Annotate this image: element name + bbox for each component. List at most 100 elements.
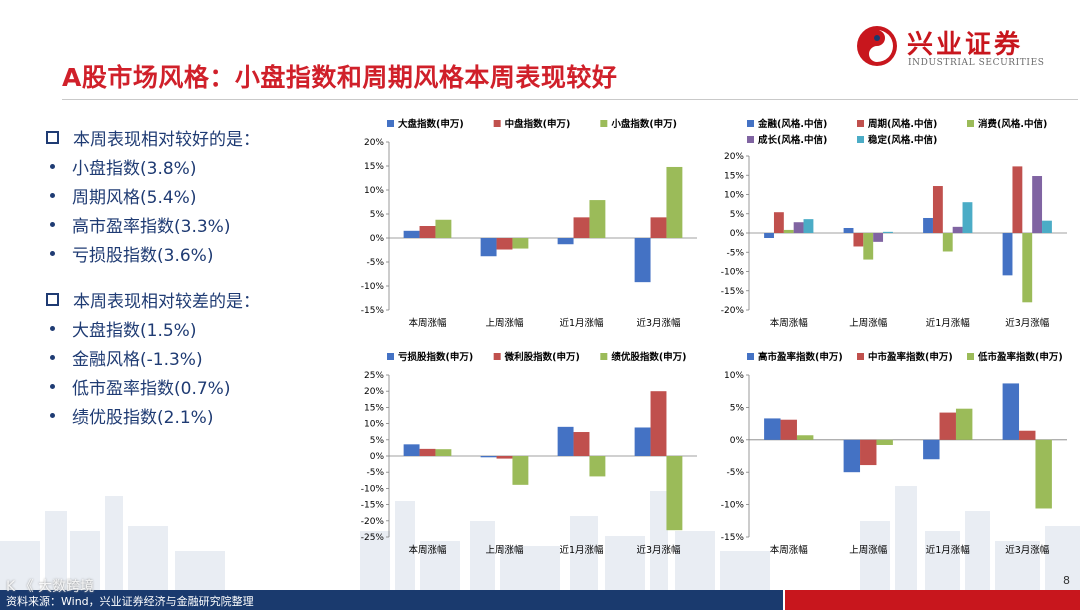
- bar: [496, 456, 513, 459]
- bar: [876, 439, 893, 445]
- y-tick-label: 5%: [730, 403, 745, 413]
- x-tick-label: 上周涨幅: [849, 544, 888, 556]
- y-tick-label: 10%: [724, 191, 744, 201]
- bar: [634, 238, 651, 283]
- chart-svg: 大盘指数(申万) 中盘指数(申万) 小盘指数(申万) -15% -10% -5% 0% 5% 1…: [361, 118, 697, 329]
- y-tick-label: -10%: [721, 501, 745, 511]
- bar: [435, 449, 452, 456]
- y-tick-label: 0%: [730, 229, 745, 239]
- bar: [883, 231, 893, 233]
- list-item-label: 亏损股指数(3.6%): [72, 246, 214, 266]
- y-tick-label: 25%: [364, 371, 384, 381]
- bar: [932, 186, 943, 233]
- bar: [666, 166, 683, 238]
- bullet-dot-icon: [50, 355, 55, 360]
- bullet-dot-icon: [50, 222, 55, 227]
- legend-swatch: [600, 120, 608, 127]
- y-tick-label: 20%: [364, 387, 384, 397]
- title-divider: [62, 99, 1078, 100]
- bar: [512, 238, 529, 249]
- bar: [952, 226, 963, 233]
- bullet-dot-icon: [50, 251, 55, 256]
- x-tick-label: 近3月涨幅: [636, 544, 681, 556]
- logo-text: 兴业证券: [907, 30, 1024, 60]
- bar: [403, 444, 420, 456]
- bullet-dot-icon: [50, 413, 55, 418]
- bar: [557, 238, 574, 245]
- worse-heading-label: 本周表现相对较差的是：: [73, 291, 260, 312]
- y-tick-label: -5%: [366, 258, 384, 268]
- x-tick-label: 近1月涨幅: [559, 317, 604, 329]
- y-tick-label: -10%: [361, 282, 385, 292]
- list-item: 低市盈率指数(0.7%): [40, 372, 360, 401]
- legend-swatch: [967, 353, 974, 360]
- legend-label: 小盘指数(申万): [610, 118, 677, 130]
- y-tick-label: -10%: [721, 268, 745, 278]
- chart-svg: 金融(风格.中信) 周期(风格.中信) 消费(风格.中信) 成长(风格.中信) 稳定(风…: [721, 118, 1067, 329]
- y-tick-label: -5%: [726, 468, 744, 478]
- list-item: 高市盈率指数(3.3%): [40, 210, 360, 239]
- bar: [780, 419, 797, 440]
- page-title: A股市场风格：小盘指数和周期风格本周表现较好: [62, 63, 618, 92]
- legend-label: 低市盈率指数(申万): [977, 351, 1063, 363]
- company-logo: 兴业证券 INDUSTRIAL SECURITIES: [855, 20, 1070, 72]
- bullet-dot-icon: [50, 164, 55, 169]
- legend-label: 周期(风格.中信): [868, 118, 937, 130]
- y-tick-label: 15%: [364, 162, 384, 172]
- y-tick-label: -15%: [721, 533, 745, 543]
- chart-profit-indices: 亏损股指数(申万) 微利股指数(申万) 绩优股指数(申万) -25% -20% -15% -…: [345, 345, 705, 565]
- footer-blue-band: [0, 590, 783, 610]
- list-item-label: 高市盈率指数(3.3%): [72, 217, 231, 237]
- legend-label: 绩优股指数(申万): [611, 351, 686, 363]
- legend-swatch: [857, 120, 864, 127]
- legend-label: 大盘指数(申万): [398, 118, 464, 130]
- chart-svg: 高市盈率指数(申万) 中市盈率指数(申万) 低市盈率指数(申万) -15% -10% -5…: [721, 351, 1067, 556]
- y-tick-label: 15%: [364, 403, 384, 413]
- legend-swatch: [493, 353, 501, 360]
- bar: [419, 448, 436, 456]
- watermark: K 《 大数跨境: [6, 579, 95, 595]
- x-tick-label: 近1月涨幅: [559, 544, 604, 556]
- legend-label: 中盘指数(申万): [505, 118, 571, 130]
- legend-label: 金融(风格.中信): [757, 118, 827, 130]
- bar: [1019, 430, 1036, 440]
- bar: [843, 439, 861, 473]
- x-tick-label: 近3月涨幅: [1005, 544, 1050, 556]
- bar: [764, 233, 774, 239]
- bar: [873, 233, 884, 242]
- bar: [863, 233, 874, 260]
- bar: [1012, 166, 1023, 233]
- list-item-label: 绩优股指数(2.1%): [72, 408, 214, 428]
- bar: [764, 418, 781, 440]
- skyline-background: [0, 486, 1080, 591]
- x-tick-label: 本周涨幅: [408, 544, 447, 556]
- bar: [589, 456, 606, 477]
- bar: [1035, 439, 1052, 509]
- y-tick-label: -5%: [366, 468, 384, 478]
- y-tick-label: -15%: [361, 501, 385, 511]
- chart-svg: 亏损股指数(申万) 微利股指数(申万) 绩优股指数(申万) -25% -20% -15% -…: [361, 351, 697, 556]
- y-tick-label: -5%: [726, 248, 744, 258]
- bar: [860, 439, 877, 466]
- legend-swatch: [387, 120, 394, 127]
- x-tick-label: 上周涨幅: [485, 317, 524, 329]
- bullet-dot-icon: [50, 193, 55, 198]
- square-bullet-icon: [46, 292, 59, 306]
- y-tick-label: 20%: [724, 152, 744, 162]
- legend-label: 稳定(风格.中信): [868, 134, 937, 146]
- list-item-label: 金融风格(-1.3%): [72, 350, 203, 370]
- page-number: 8: [1063, 574, 1070, 587]
- y-tick-label: 10%: [364, 186, 384, 196]
- bar: [783, 229, 794, 233]
- footer-bar: 资料来源：Wind，兴业证券经济与金融研究院整理: [0, 590, 1080, 610]
- list-item-label: 大盘指数(1.5%): [72, 321, 197, 341]
- bar: [843, 227, 854, 233]
- list-item: 亏损股指数(3.6%): [40, 239, 360, 268]
- legend-swatch: [600, 353, 608, 360]
- x-tick-label: 近1月涨幅: [926, 317, 971, 329]
- bar: [589, 200, 606, 238]
- bullet-dot-icon: [50, 384, 55, 389]
- legend-label: 成长(风格.中信): [758, 134, 827, 146]
- list-item: 小盘指数(3.8%): [40, 152, 360, 181]
- bar: [1032, 176, 1043, 233]
